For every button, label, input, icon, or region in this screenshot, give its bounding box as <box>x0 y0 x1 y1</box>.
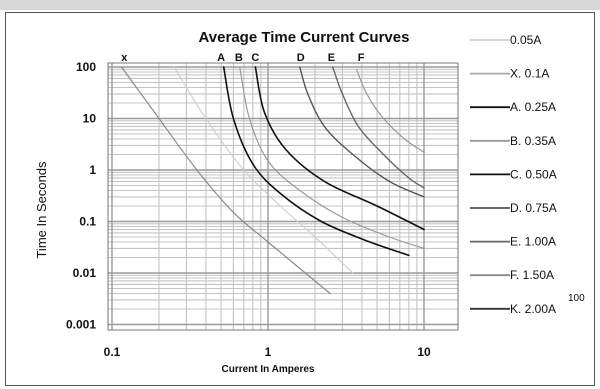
curve-unlabeled-1 <box>173 66 354 274</box>
y-tick-label: 100 <box>76 60 96 74</box>
x-axis-label: Current In Amperes <box>222 364 315 375</box>
y-tick-label: 0.001 <box>66 318 96 332</box>
plot-border <box>107 62 459 331</box>
curve-d <box>299 66 425 198</box>
y-tick-labels: 100 10 1 0.1 0.01 0.001 <box>66 60 96 332</box>
legend-entry: B. 0.35A <box>510 134 556 148</box>
curve-f <box>356 68 425 153</box>
x-tick-label: 0.1 <box>104 345 121 359</box>
curve-label-c: C <box>251 52 259 64</box>
legend-entry: 0.05A <box>510 33 541 47</box>
curve-e <box>332 66 425 189</box>
legend-entry: F. 1.50A <box>510 268 554 282</box>
grid-minor <box>108 63 458 330</box>
curve-a <box>222 66 410 257</box>
curve-label-a: A <box>217 52 225 64</box>
curve-label-f: F <box>358 52 365 64</box>
x-tick-labels: 0.1 1 10 <box>104 345 431 359</box>
legend-entry: A. 0.25A <box>510 100 556 114</box>
chart-title: Average Time Current Curves <box>199 29 410 46</box>
corner-note: 100 <box>568 293 585 304</box>
legend-entry: D. 0.75A <box>510 201 557 215</box>
legend-entry: X. 0.1A <box>510 67 549 81</box>
x-tick-label: 10 <box>417 345 431 359</box>
legend-entry: E. 1.00A <box>510 235 556 249</box>
curve-label-x: x <box>121 52 128 64</box>
x-tick-label: 1 <box>265 345 272 359</box>
legend: 0.05A X. 0.1A A. 0.25A B. 0.35A C. 0.50A D. 0… <box>470 33 557 316</box>
curve-label-e: E <box>328 52 335 64</box>
curves <box>120 66 425 295</box>
y-tick-label: 1 <box>89 163 96 177</box>
curve-label-b: B <box>235 52 243 64</box>
curve-c <box>254 66 425 231</box>
curve-b <box>239 66 425 249</box>
y-axis-label: Time In Seconds <box>34 161 49 259</box>
legend-entry: K. 2.00A <box>510 302 556 316</box>
top-strip <box>0 0 600 10</box>
y-tick-label: 10 <box>83 112 97 126</box>
y-tick-label: 0.1 <box>79 215 96 229</box>
legend-entry: C. 0.50A <box>510 167 557 181</box>
y-tick-label: 0.01 <box>73 266 97 280</box>
curve-label-d: D <box>297 52 305 64</box>
curve-x <box>120 66 331 295</box>
